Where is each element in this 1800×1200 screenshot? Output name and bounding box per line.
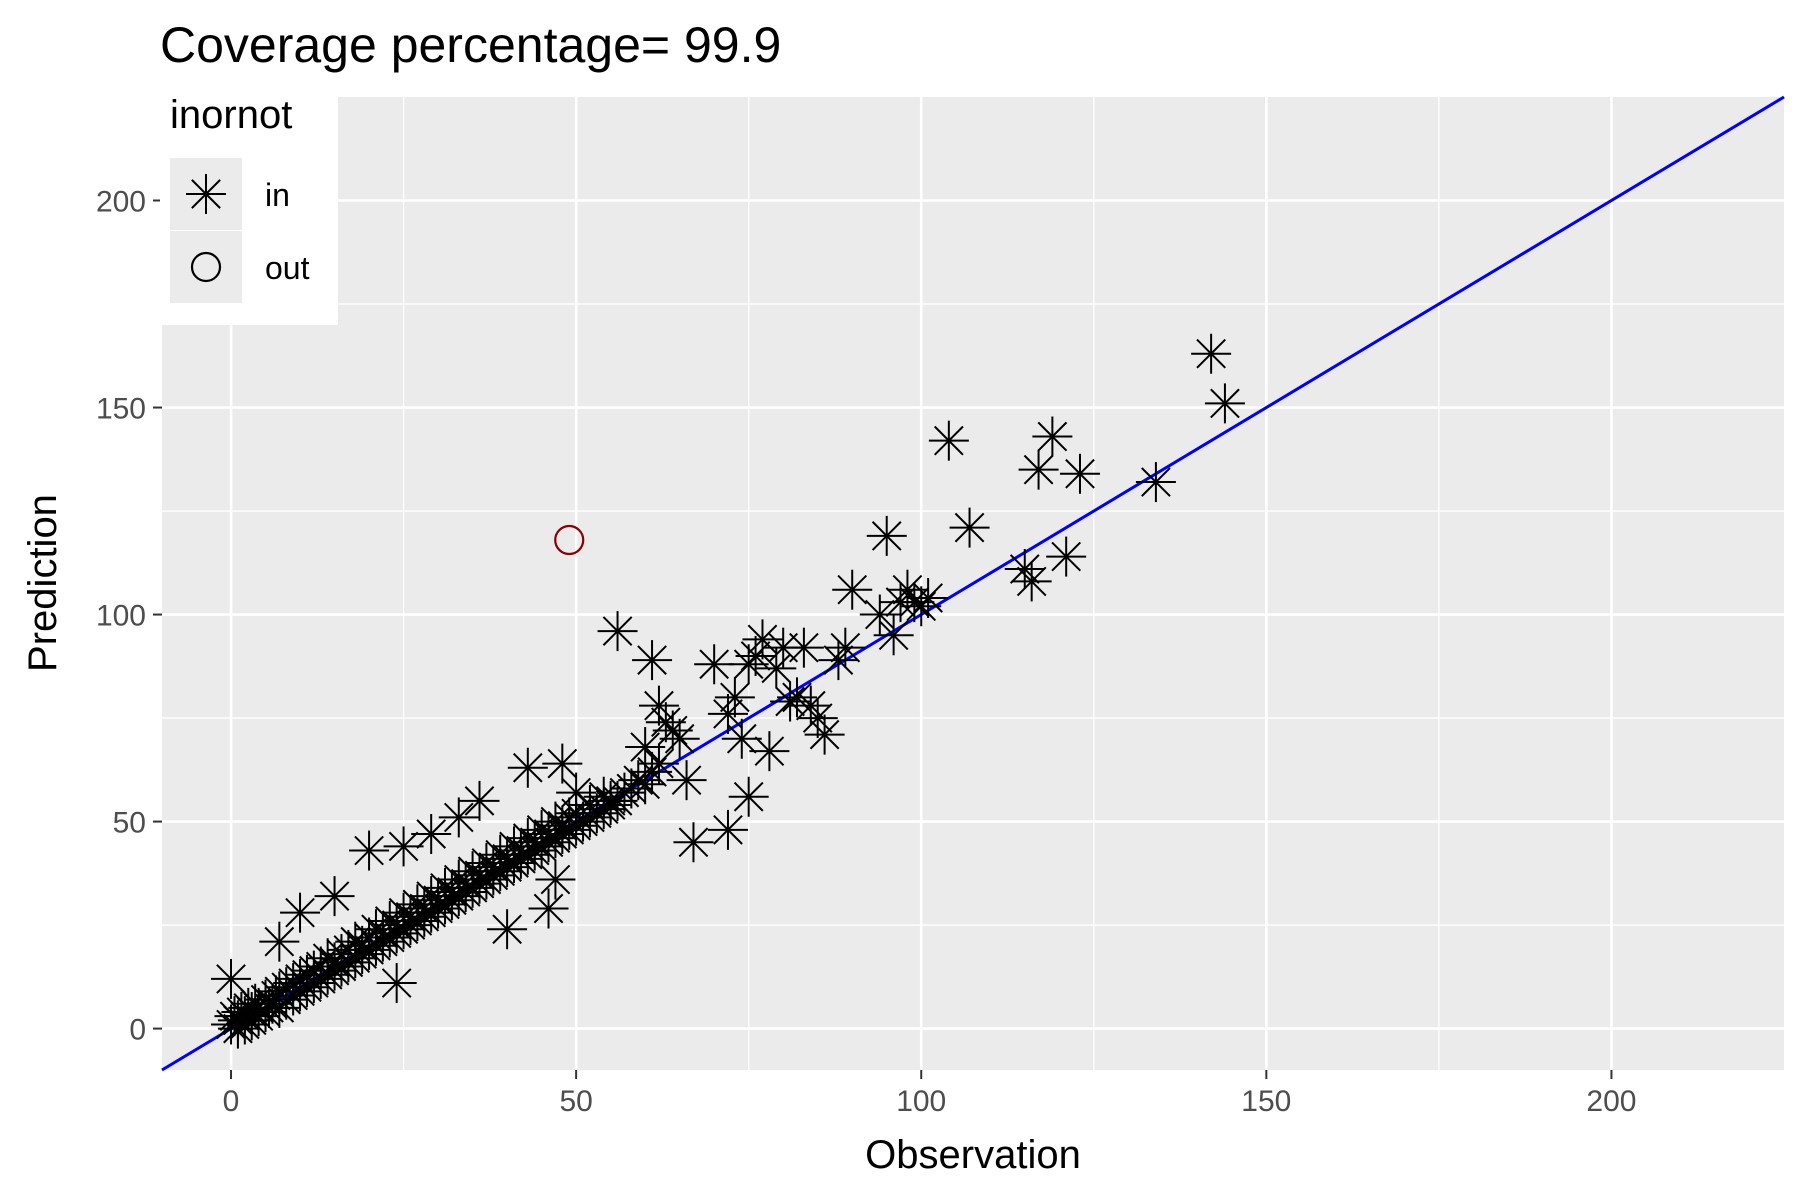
data-point-in (707, 693, 748, 734)
data-point-in (411, 813, 452, 854)
legend: inornot in out (160, 93, 338, 325)
data-point-in (804, 714, 845, 755)
data-point-in (797, 698, 838, 739)
legend-key-out (190, 251, 222, 283)
x-tick-label: 0 (223, 1085, 240, 1118)
legend-asterisk-icon (186, 174, 226, 214)
data-point-in (487, 909, 528, 950)
legend-title: inornot (170, 93, 292, 137)
data-point-in (590, 785, 631, 826)
legend-circle-icon (190, 251, 222, 283)
data-point-in (832, 569, 873, 610)
data-point-in (556, 772, 597, 813)
data-point-in (459, 780, 500, 821)
data-point-in (625, 727, 666, 768)
y-tick-label: 100 (96, 600, 146, 633)
data-point-in (825, 627, 866, 668)
legend-label-out: out (265, 250, 310, 286)
data-point-out (554, 524, 585, 556)
x-tick-label: 200 (1586, 1085, 1636, 1118)
data-point-in (349, 830, 390, 871)
data-point-in (728, 776, 769, 817)
data-point-in (376, 963, 417, 1004)
data-point-in (908, 577, 949, 618)
x-axis: 0 50 100 150 200 (223, 1070, 1636, 1118)
legend-key-out-bg (170, 231, 242, 303)
data-point-in (1011, 561, 1052, 602)
x-tick-label: 150 (1241, 1085, 1291, 1118)
data-point-in (949, 507, 990, 548)
x-axis-label: Observation (865, 1133, 1081, 1177)
data-point-in (673, 822, 714, 863)
data-point-in (783, 627, 824, 668)
data-point-in (707, 809, 748, 850)
data-point-in (694, 644, 735, 685)
data-point-in (314, 876, 355, 917)
data-point-in (659, 718, 700, 759)
data-point-in (259, 921, 300, 962)
data-point-in (721, 718, 762, 759)
data-point-in (873, 615, 914, 656)
data-point-in (666, 760, 707, 801)
data-point-in (535, 859, 576, 900)
data-point-in (618, 760, 659, 801)
x-tick-label: 100 (896, 1085, 946, 1118)
data-point-in (770, 681, 811, 722)
y-tick-label: 150 (96, 393, 146, 426)
data-point-in (438, 797, 479, 838)
data-point-in (1018, 449, 1059, 490)
data-point-in (735, 635, 776, 676)
data-point-in (632, 640, 673, 681)
legend-key-in (186, 174, 226, 214)
data-point-in (928, 420, 969, 461)
y-axis-label: Prediction (21, 494, 65, 672)
data-point-in (1135, 462, 1176, 503)
data-point-in (1046, 536, 1087, 577)
data-point-in (1004, 549, 1045, 590)
data-point-in (597, 611, 638, 652)
y-tick-label: 50 (113, 807, 146, 840)
chart-title: Coverage percentage= 99.9 (160, 17, 781, 73)
data-point-in (383, 826, 424, 867)
data-point-in (280, 892, 321, 933)
x-tick-label: 50 (559, 1085, 592, 1118)
y-tick-label: 200 (96, 186, 146, 219)
data-point-in (528, 888, 569, 929)
data-point-in (1032, 416, 1073, 457)
data-point-in (507, 747, 548, 788)
points-layer (211, 333, 1245, 1049)
data-point-in (211, 958, 252, 999)
y-axis: 0 50 100 150 200 (96, 186, 162, 1047)
y-tick-label: 0 (129, 1014, 146, 1047)
data-point-in (749, 731, 790, 772)
data-point-in (1204, 383, 1245, 424)
data-point-in (859, 594, 900, 635)
data-point-in (638, 685, 679, 726)
data-point-in (1059, 453, 1100, 494)
data-point-in (714, 677, 755, 718)
data-point-in (542, 743, 583, 784)
data-point-in (866, 515, 907, 556)
data-point-in (1191, 333, 1232, 374)
legend-label-in: in (265, 177, 290, 213)
data-point-in (818, 640, 859, 681)
